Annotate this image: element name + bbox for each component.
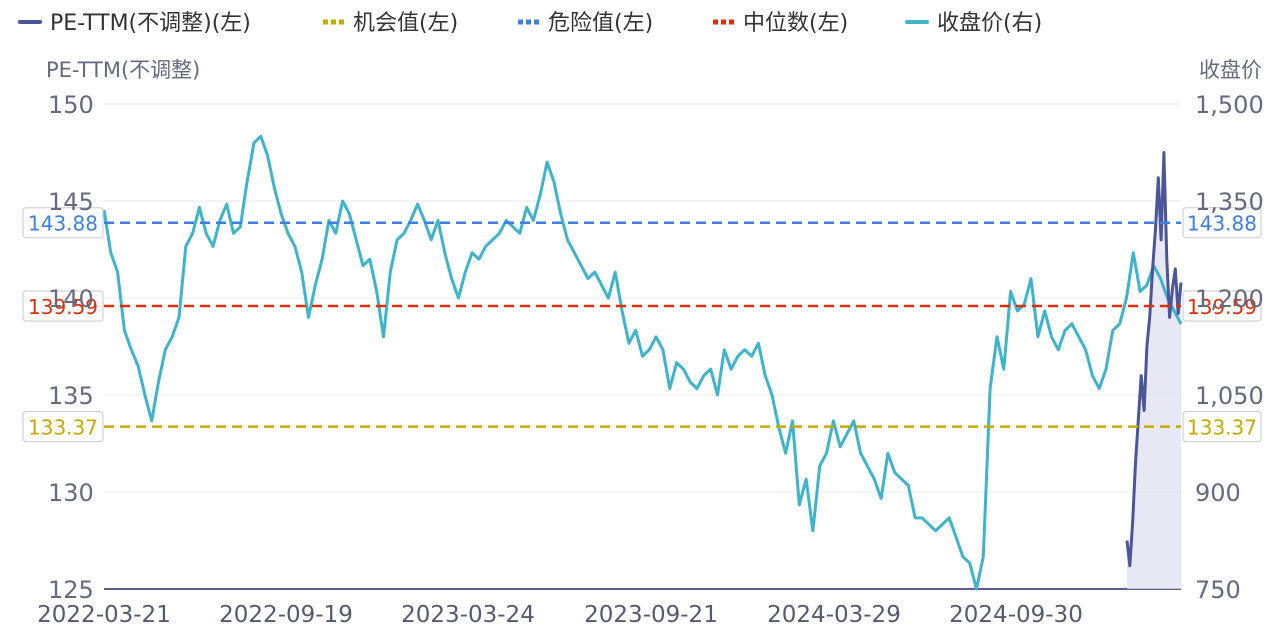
legend-label: PE-TTM(不调整)(左) [50,11,251,36]
ref-line-中位数: 139.59 139.59 [22,290,1262,322]
y-left-tick-label: 145 [48,188,94,216]
legend-item-1: 机会值(左) [323,11,458,36]
pe-series-line [1125,151,1183,568]
legend: PE-TTM(不调整)(左) 机会值(左) 危险值(左) 中位数(左) 收盘价(右) [18,11,1042,36]
legend-swatch-dot [526,19,531,25]
legend-item-4: 收盘价(右) [905,11,1042,36]
ref-label-right: 139.59 [1187,295,1257,319]
legend-swatch-dot [534,19,539,25]
y-left-tick-label: 135 [48,382,94,410]
legend-label: 中位数(左) [743,11,848,36]
x-tick-label: 2022-09-19 [219,602,353,628]
legend-label: 机会值(左) [353,11,458,36]
ticks: 150 145 140 135 130 125 1,500 1,350 1,200 1,050 90… [37,91,1264,628]
ref-label-box-right [1182,207,1262,239]
legend-swatch-dot [323,19,328,25]
grid [104,103,1181,590]
axis-titles: PE-TTM(不调整) 收盘价 [46,58,1262,82]
legend-label: 危险值(左) [548,11,653,36]
x-tick-label: 2022-03-21 [37,602,171,628]
price-series-line [102,134,1183,591]
reference-lines: 143.88 143.88 139.59 139.59 133.37 133.37 [22,207,1262,443]
y-right-tick-label: 750 [1195,576,1241,604]
ref-label-left: 143.88 [28,212,98,236]
left-axis-title: PE-TTM(不调整) [46,58,200,82]
ref-line-机会值: 133.37 133.37 [22,411,1262,443]
legend-swatch-dot [518,19,523,25]
legend-swatch-dot [729,19,734,25]
y-left-tick-label: 130 [48,479,94,507]
ref-line-危险值: 143.88 143.88 [22,207,1262,239]
y-left-tick-label: 125 [48,576,94,604]
ref-label-right: 143.88 [1187,212,1257,236]
x-tick-label: 2023-09-21 [584,602,718,628]
ref-label-box-right [1182,411,1262,443]
y-right-tick-label: 1,200 [1195,285,1264,313]
ref-label-box-left [22,290,104,322]
legend-swatch-dot [331,19,336,25]
ref-label-left: 139.59 [28,295,98,319]
y-right-tick-label: 900 [1195,479,1241,507]
ref-label-right: 133.37 [1187,416,1257,440]
legend-swatch-dot [339,19,344,25]
ref-label-box-left [22,411,104,443]
y-left-tick-label: 140 [48,285,94,313]
legend-swatch-dot [713,19,718,25]
legend-item-2: 危险值(左) [518,11,653,36]
legend-item-3: 中位数(左) [713,11,848,36]
y-right-tick-label: 1,350 [1195,188,1264,216]
legend-item-0: PE-TTM(不调整)(左) [18,11,251,36]
legend-swatch-dot [721,19,726,25]
ref-label-box-right [1182,290,1262,322]
right-axis-title: 收盘价 [1199,58,1262,82]
x-tick-label: 2023-03-24 [401,602,535,628]
y-left-tick-label: 150 [48,91,94,119]
pe-area [1127,152,1181,589]
ref-label-box-left [22,207,104,239]
x-tick-label: 2024-03-29 [767,602,901,628]
series-layer [102,134,1183,591]
legend-label: 收盘价(右) [937,11,1042,36]
ref-label-left: 133.37 [28,416,98,440]
y-right-tick-label: 1,500 [1195,91,1264,119]
x-tick-label: 2024-09-30 [949,602,1083,628]
y-right-tick-label: 1,050 [1195,382,1264,410]
